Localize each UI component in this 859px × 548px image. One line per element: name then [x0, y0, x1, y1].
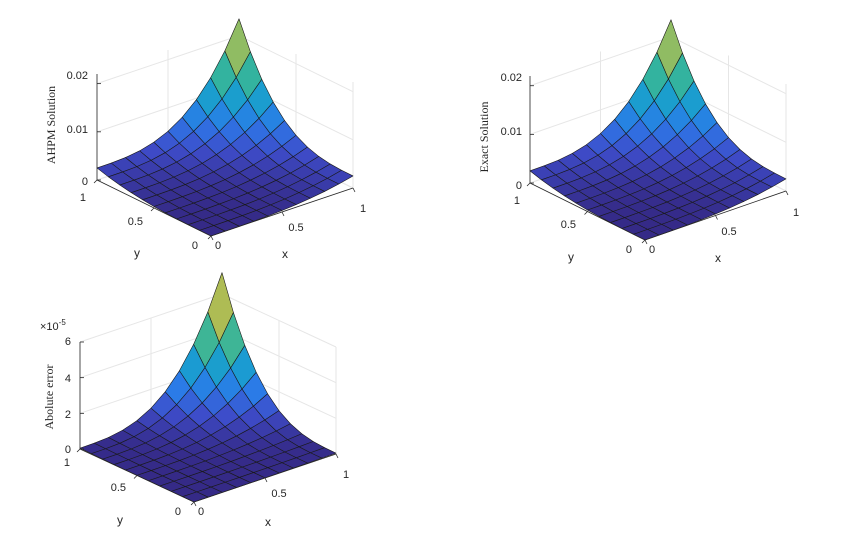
x-tick-mark	[264, 477, 268, 483]
x-axis-label: x	[715, 251, 721, 265]
y-tick-label: 0	[175, 506, 181, 518]
y-tick-mark	[133, 475, 138, 479]
x-tick-mark	[281, 211, 285, 217]
y-tick-label: 1	[80, 192, 86, 204]
surface-exact	[529, 19, 787, 241]
x-tick-label: 1	[343, 469, 349, 481]
x-tick-mark	[644, 239, 648, 245]
y-tick-label: 1	[514, 195, 520, 207]
y-tick-mark	[93, 179, 98, 184]
z-tick-label: 4	[65, 373, 71, 385]
z-tick-label: 0.01	[501, 126, 522, 138]
x-tick-mark	[335, 453, 339, 459]
y-tick-mark	[76, 448, 81, 453]
y-tick-label: 0.5	[111, 482, 126, 494]
y-axis-label: y	[134, 246, 140, 260]
y-tick-mark	[526, 182, 531, 187]
x-tick-label: 0.5	[271, 488, 286, 500]
z-tick-label: 0	[82, 176, 88, 188]
y-axis-label: y	[568, 250, 574, 264]
surface-error	[79, 272, 337, 503]
x-tick-label: 0	[215, 240, 221, 252]
surface-ahpm	[96, 18, 354, 237]
x-axis-label: x	[282, 247, 288, 261]
y-tick-label: 0	[192, 240, 198, 252]
axes-exact	[526, 76, 789, 245]
x-tick-label: 0	[198, 506, 204, 518]
x-tick-mark	[352, 187, 356, 193]
x-tick-mark	[715, 215, 718, 220]
z-tick-label: 6	[65, 336, 71, 348]
z-tick-label: 0.02	[67, 70, 88, 82]
x-tick-label: 0.5	[721, 226, 736, 238]
y-tick-mark	[584, 211, 588, 215]
z-tick-label: 0	[516, 180, 522, 192]
axes-ahpm	[93, 74, 356, 241]
x-tick-mark	[785, 190, 789, 196]
z-tick-label: 0.02	[501, 72, 522, 84]
z-tick-label: 2	[65, 409, 71, 421]
z-axis-label: Exact Solution	[477, 102, 491, 173]
x-tick-label: 0	[649, 244, 655, 256]
panel-absolute-error: 0 2 4 6 ×10-5 1 0.5 0 0 0.5 1 y x Abolut…	[40, 272, 349, 529]
x-tick-mark	[210, 235, 214, 241]
x-tick-label: 1	[793, 207, 799, 219]
y-tick-mark	[150, 207, 155, 212]
z-tick-label: 0	[65, 444, 71, 456]
y-tick-mark	[641, 239, 646, 244]
z-axis-label: AHPM Solution	[44, 86, 58, 164]
z-axis-label: Abolute error	[42, 365, 56, 430]
z-tick-label: 0.01	[67, 124, 88, 136]
y-tick-label: 0.5	[128, 216, 143, 228]
panel-exact-solution: 0 0.01 0.02 1 0.5 0 0 0.5 1 y x Exact So…	[477, 19, 799, 265]
x-tick-label: 0.5	[288, 222, 303, 234]
axes-error	[76, 341, 339, 507]
panel-ahpm-solution: 0 0.01 0.02 1 0.5 0 0 0.5 1 y x AHPM Sol…	[44, 18, 366, 261]
y-tick-label: 1	[64, 457, 70, 469]
y-axis-label: y	[117, 513, 123, 527]
z-exponent-base: ×10	[40, 321, 59, 333]
y-tick-mark	[207, 235, 212, 240]
y-tick-label: 0.5	[561, 219, 576, 231]
x-tick-mark	[193, 501, 197, 507]
y-tick-mark	[190, 501, 195, 506]
z-exponent-label: ×10-5	[40, 318, 66, 333]
x-tick-label: 1	[360, 203, 366, 215]
y-tick-label: 0	[626, 244, 632, 256]
z-exponent-power: -5	[59, 318, 67, 327]
x-axis-label: x	[265, 515, 271, 529]
